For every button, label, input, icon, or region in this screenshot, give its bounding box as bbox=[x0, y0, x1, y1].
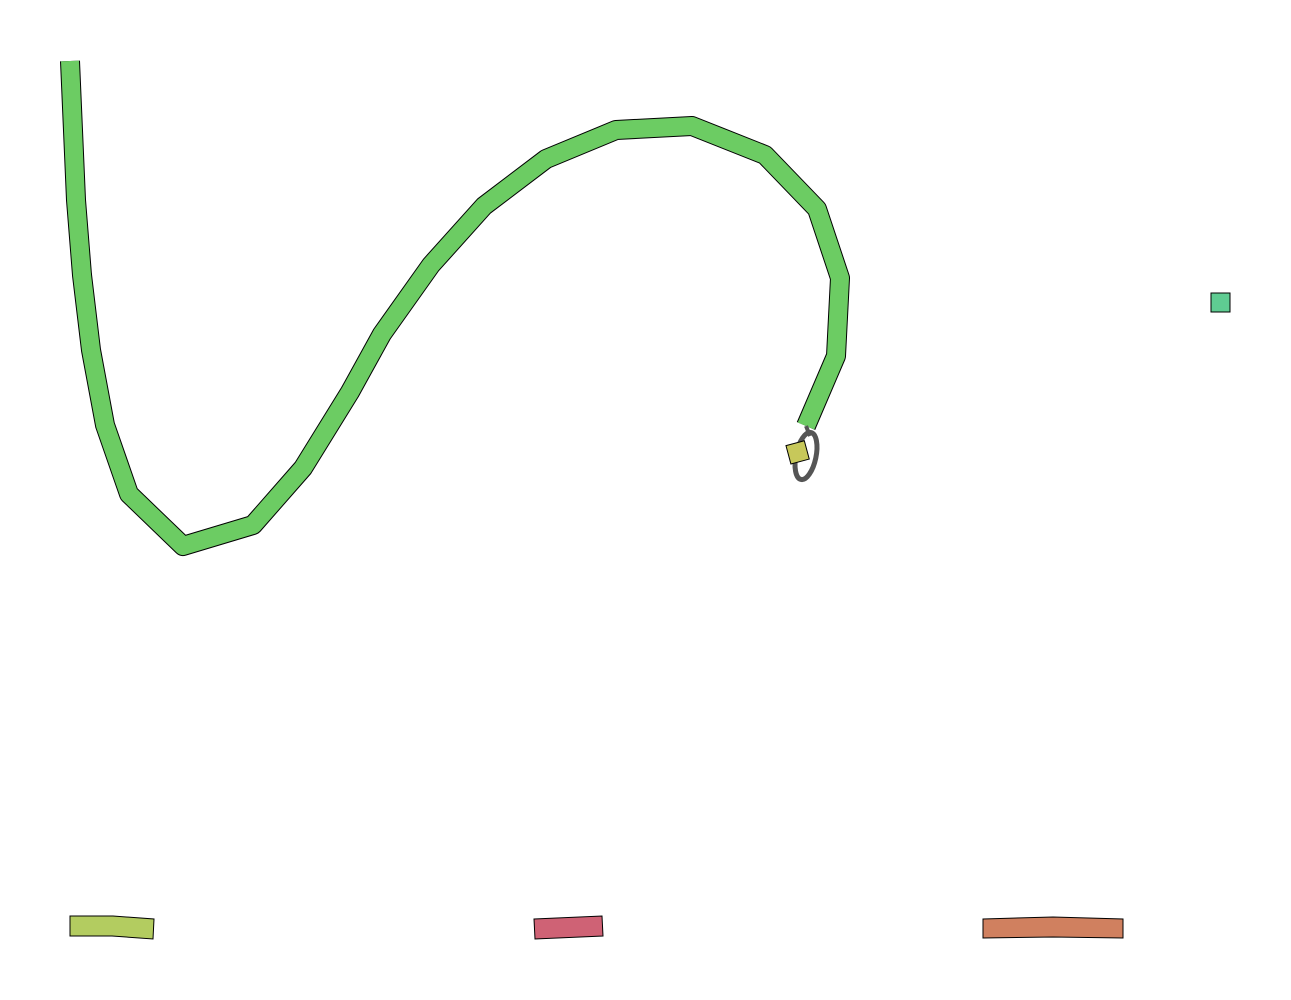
bottom-center-contig[interactable] bbox=[533, 915, 604, 940]
isolated-small-contig[interactable] bbox=[1210, 292, 1231, 313]
long-winding-contig-body bbox=[61, 60, 849, 555]
long-winding-contig[interactable] bbox=[60, 60, 850, 556]
small-contig-with-loop[interactable] bbox=[785, 440, 810, 465]
bottom-left-contig[interactable] bbox=[69, 915, 155, 940]
bottom-right-contig[interactable] bbox=[982, 916, 1124, 939]
self-loop-link bbox=[804, 425, 812, 437]
